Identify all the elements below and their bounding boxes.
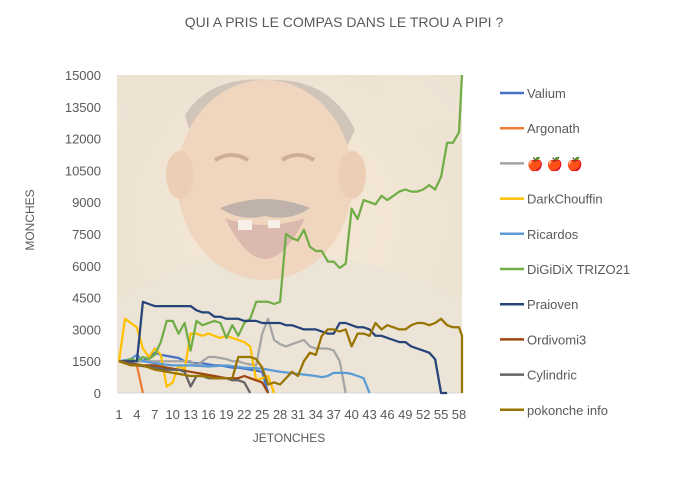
- y-tick-label: 4500: [72, 291, 101, 306]
- y-tick-label: 15000: [65, 68, 101, 83]
- y-tick-label: 0: [94, 386, 101, 401]
- legend-entry: DiGiDiX TRIZO21: [527, 262, 630, 277]
- x-tick-label: 37: [327, 407, 341, 422]
- series-line-7: [118, 360, 270, 394]
- x-tick-label: 22: [237, 407, 251, 422]
- x-tick-label: 19: [219, 407, 233, 422]
- y-tick-label: 13500: [65, 100, 101, 115]
- x-tick-label: 28: [273, 407, 287, 422]
- legend-entry: Praioven: [527, 297, 578, 312]
- y-tick-label: 9000: [72, 195, 101, 210]
- y-tick-label: 6000: [72, 259, 101, 274]
- x-tick-label: 49: [398, 407, 412, 422]
- x-tick-label: 40: [344, 407, 358, 422]
- x-tick-label: 7: [151, 407, 158, 422]
- legend-entry: Ricardos: [527, 227, 579, 242]
- legend-entry: DarkChouffin: [527, 192, 603, 207]
- legend-entry: pokonche info: [527, 403, 608, 418]
- legend-entry: Valium: [527, 86, 566, 101]
- x-tick-label: 4: [133, 407, 140, 422]
- series-line-4: [118, 353, 371, 394]
- chart-title: QUI A PRIS LE COMPAS DANS LE TROU A PIPI…: [185, 14, 504, 30]
- x-tick-label: 55: [434, 407, 448, 422]
- x-axis-label: JETONCHES: [253, 431, 325, 445]
- series-line-9: [118, 317, 464, 393]
- x-tick-label: 34: [309, 407, 323, 422]
- laughing-man-photo: [117, 75, 462, 393]
- x-tick-label: 13: [183, 407, 197, 422]
- x-tick-label: 25: [255, 407, 269, 422]
- legend-entry: Cylindric: [527, 368, 577, 383]
- series-line-5: [119, 74, 464, 363]
- x-tick-label: 31: [291, 407, 305, 422]
- legend-entry: Ordivomi3: [527, 332, 586, 347]
- y-tick-label: 10500: [65, 163, 101, 178]
- x-tick-label: 58: [452, 407, 466, 422]
- y-axis-label: MONCHES: [23, 189, 37, 250]
- series-lines: [117, 74, 464, 395]
- legend-entry: Argonath: [527, 121, 580, 136]
- y-tick-label: 3000: [72, 322, 101, 337]
- y-tick-label: 7500: [72, 227, 101, 242]
- x-tick-label: 46: [380, 407, 394, 422]
- y-tick-label: 1500: [72, 354, 101, 369]
- x-tick-label: 52: [416, 407, 430, 422]
- x-tick-labels: 1 4 7 10 13 16 19 22 25 28 31 34 37 40 43 46 49 52 55 58: [115, 407, 466, 422]
- series-line-6: [119, 300, 448, 395]
- x-tick-label: 16: [201, 407, 215, 422]
- x-tick-label: 1: [115, 407, 122, 422]
- y-tick-label: 12000: [65, 132, 101, 147]
- y-tick-labels: 0 1500 3000 4500 6000 7500 9000 10500 12000 13500…: [65, 68, 101, 401]
- series-line-3: [117, 317, 276, 394]
- legend-entry: 🍎 🍎 🍎: [527, 155, 583, 171]
- x-tick-label: 43: [362, 407, 376, 422]
- legend: Valium Argonath 🍎 🍎 🍎 DarkChouffin Ricardos D…: [500, 86, 630, 418]
- x-tick-label: 10: [165, 407, 179, 422]
